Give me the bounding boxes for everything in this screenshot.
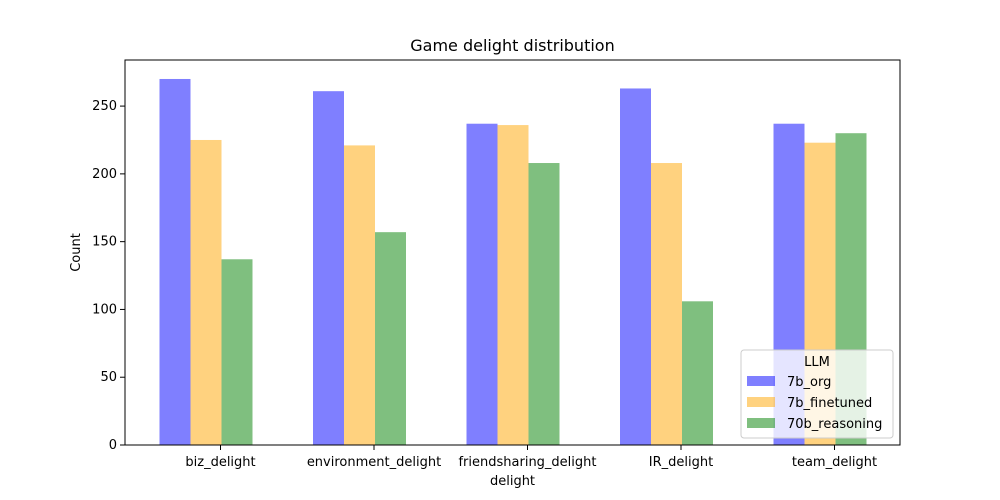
x-axis-label: delight: [490, 474, 535, 489]
plot-area-frame: [124, 59, 901, 446]
legend-title: LLM: [804, 355, 830, 370]
bar-70b_reasoning-friendsharing_delight: [528, 163, 560, 445]
bar-7b_finetuned-friendsharing_delight: [497, 125, 529, 445]
x-tick-label: friendsharing_delight: [458, 455, 596, 470]
bar-7b_finetuned-environment_delight: [344, 145, 375, 446]
bar-70b_reasoning-environment_delight: [375, 232, 406, 445]
x-tick-label: biz_delight: [185, 455, 255, 470]
chart-title: Game delight distribution: [410, 36, 614, 55]
bar-70b_reasoning-IR_delight: [682, 301, 713, 445]
y-tick-label: 100: [92, 302, 117, 317]
bar-7b_org-biz_delight: [159, 78, 191, 445]
legend-label-70b_reasoning: 70b_reasoning: [787, 417, 882, 432]
bar-7b_org-friendsharing_delight: [466, 123, 498, 446]
legend-swatch-7b_org: [747, 376, 775, 386]
bar-7b_finetuned-biz_delight: [190, 139, 222, 445]
bar-7b_finetuned-IR_delight: [651, 163, 682, 445]
y-axis-label: Count: [69, 233, 84, 272]
legend-box: [740, 349, 894, 439]
x-axis: biz_delight environment_delight friendshar…: [185, 445, 877, 470]
bar-70b_reasoning-biz_delight: [221, 259, 253, 445]
legend: LLM 7b_org 7b_finetuned 70b_reasoning: [740, 349, 894, 439]
legend-swatch-70b_reasoning: [747, 418, 775, 428]
legend-label-7b_finetuned: 7b_finetuned: [787, 396, 872, 411]
bar-7b_org-environment_delight: [313, 91, 344, 446]
y-axis: 0 50 100 150 200 250: [92, 99, 125, 453]
y-tick-label: 200: [92, 167, 117, 182]
x-tick-label: environment_delight: [307, 455, 441, 470]
x-tick-label: IR_delight: [649, 455, 713, 470]
y-tick-label: 50: [100, 370, 117, 385]
x-tick-label: team_delight: [792, 455, 877, 470]
legend-items: 7b_org 7b_finetuned 70b_reasoning: [747, 375, 882, 432]
legend-swatch-7b_finetuned: [747, 397, 775, 407]
y-tick-label: 0: [109, 438, 117, 453]
bar-7b_org-IR_delight: [620, 88, 651, 445]
y-tick-label: 250: [92, 99, 117, 114]
y-tick-label: 150: [92, 235, 117, 250]
legend-label-7b_org: 7b_org: [787, 375, 831, 390]
